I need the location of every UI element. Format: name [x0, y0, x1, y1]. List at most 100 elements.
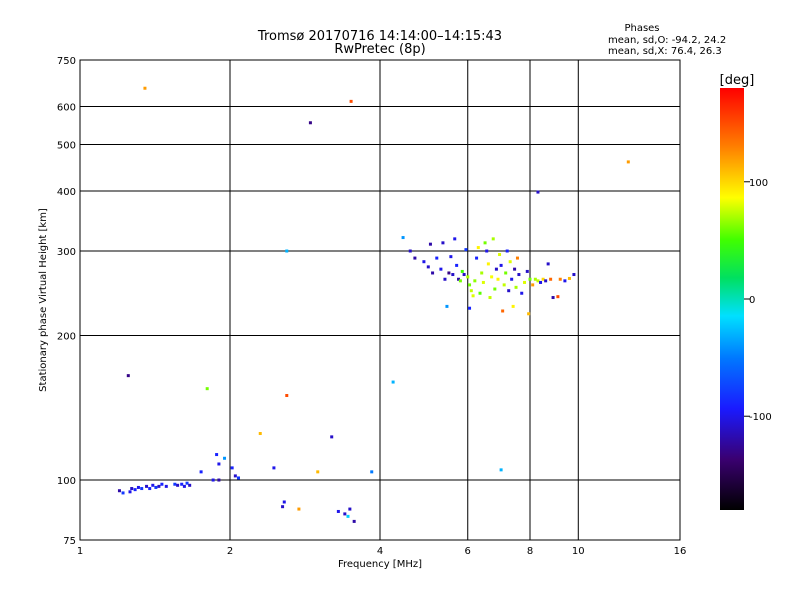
data-point	[485, 249, 489, 253]
data-point	[443, 277, 447, 281]
data-point	[133, 488, 137, 492]
x-tick-label: 1	[77, 546, 83, 557]
data-point	[330, 435, 334, 439]
data-point	[217, 462, 221, 466]
x-tick-label: 4	[377, 546, 383, 557]
data-point	[476, 246, 480, 250]
data-point	[154, 485, 158, 489]
grid-lines	[80, 60, 680, 540]
colorbar-tick-label: -100	[749, 412, 772, 423]
data-point	[258, 432, 262, 436]
data-point	[441, 241, 445, 245]
data-point	[498, 253, 502, 257]
data-point	[515, 256, 519, 260]
data-point	[556, 295, 560, 299]
data-point	[525, 269, 529, 273]
data-point	[143, 86, 147, 90]
data-point	[128, 490, 132, 494]
data-point	[336, 509, 340, 513]
data-point	[572, 273, 576, 277]
data-point	[488, 296, 492, 300]
data-point	[297, 507, 301, 511]
x-axis-ticks: 1 2 4 6 8 10 16	[77, 546, 687, 557]
data-point	[533, 277, 537, 281]
data-point	[126, 374, 130, 378]
data-point	[549, 277, 553, 281]
data-point	[536, 190, 540, 194]
data-point	[451, 273, 455, 277]
data-point	[164, 484, 168, 488]
data-point	[428, 242, 432, 246]
data-point	[481, 280, 485, 284]
data-point	[236, 476, 240, 480]
data-point	[348, 507, 352, 511]
y-tick-label: 300	[57, 247, 76, 258]
data-point	[475, 256, 479, 260]
data-point	[480, 271, 484, 275]
data-point	[504, 271, 508, 275]
data-point	[401, 236, 405, 240]
data-point	[285, 249, 289, 253]
data-point	[520, 291, 524, 295]
data-point	[505, 249, 509, 253]
y-tick-label: 600	[57, 103, 76, 114]
data-point	[491, 237, 495, 241]
data-point	[523, 280, 527, 284]
data-point	[272, 466, 276, 470]
data-point	[426, 265, 430, 269]
data-point	[501, 309, 505, 313]
data-point	[513, 267, 517, 271]
data-point	[531, 283, 535, 287]
data-point	[449, 255, 453, 259]
data-point	[483, 241, 487, 245]
scatter-points	[117, 86, 630, 523]
data-point	[117, 489, 121, 493]
data-point	[211, 478, 215, 482]
data-point	[507, 289, 511, 293]
y-tick-label: 200	[57, 332, 76, 343]
data-point	[517, 273, 521, 277]
data-point	[551, 296, 555, 300]
y-tick-label: 400	[57, 187, 76, 198]
data-point	[205, 387, 209, 391]
data-point	[160, 482, 164, 486]
data-point	[151, 483, 155, 487]
data-point	[217, 478, 221, 482]
data-point	[140, 487, 144, 491]
data-point	[457, 277, 461, 281]
data-point	[496, 277, 500, 281]
chart-subtitle: RwPretec (8p)	[334, 42, 425, 57]
data-point	[157, 484, 161, 488]
data-point	[471, 294, 475, 298]
phases-mean-o: mean, sd,O: -94.2, 24.2	[608, 35, 726, 46]
data-point	[514, 285, 518, 289]
data-point	[130, 487, 134, 491]
data-point	[462, 273, 466, 277]
y-axis-label: Stationary phase Virtual Height [km]	[38, 208, 49, 392]
data-point	[493, 287, 497, 291]
x-axis-label: Frequency [MHz]	[338, 559, 422, 570]
x-tick-label: 6	[465, 546, 471, 557]
data-point	[343, 512, 347, 516]
data-point	[230, 466, 234, 470]
phases-heading: Phases	[624, 23, 659, 34]
x-tick-label: 10	[572, 546, 585, 557]
data-point	[136, 485, 140, 489]
colorbar-label: [deg]	[720, 73, 755, 88]
data-point	[567, 276, 571, 280]
data-point	[541, 277, 545, 281]
data-point	[455, 263, 459, 267]
data-point	[486, 262, 490, 266]
data-point	[148, 487, 152, 491]
data-point	[536, 279, 540, 283]
data-point	[490, 275, 494, 279]
colorbar	[720, 88, 744, 510]
phases-mean-x: mean, sd,X: 76.4, 26.3	[608, 46, 722, 57]
data-point	[215, 453, 219, 457]
data-point	[511, 304, 515, 308]
data-point	[460, 269, 464, 273]
data-point	[468, 283, 472, 287]
data-point	[188, 483, 192, 487]
y-tick-label: 750	[57, 56, 76, 67]
data-point	[494, 267, 498, 271]
